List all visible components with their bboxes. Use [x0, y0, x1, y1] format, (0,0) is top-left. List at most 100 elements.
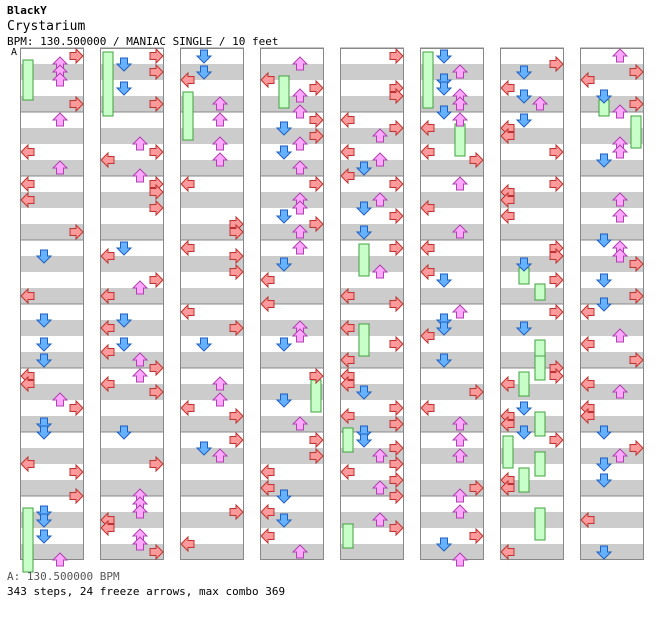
beat-stripe	[180, 544, 244, 560]
step-arrow-right	[389, 175, 404, 193]
beat-stripe	[100, 544, 164, 560]
step-arrow-right	[389, 239, 404, 257]
step-arrow-up	[371, 128, 389, 143]
step-arrow-left	[580, 407, 595, 425]
step-arrow-right	[229, 223, 244, 241]
beat-stripe	[20, 64, 84, 80]
beat-stripe	[20, 320, 84, 336]
beat-stripe	[420, 384, 484, 400]
step-arrow-right	[309, 127, 324, 145]
step-arrow-up	[291, 240, 309, 255]
step-arrow-left	[420, 327, 435, 345]
step-arrow-right	[149, 543, 164, 561]
step-arrow-up	[611, 48, 629, 63]
beat-stripe	[500, 192, 564, 208]
step-arrow-up	[291, 136, 309, 151]
beat-stripe	[420, 416, 484, 432]
beat-stripe	[20, 256, 84, 272]
step-arrow-down	[195, 441, 213, 456]
step-arrow-up	[371, 480, 389, 495]
beat-stripe	[340, 320, 404, 336]
beat-stripe	[580, 192, 644, 208]
step-arrow-right	[309, 79, 324, 97]
beat-stripe	[420, 544, 484, 560]
freeze-arrow	[22, 507, 34, 573]
step-arrow-down	[595, 457, 613, 472]
beat-stripe	[420, 224, 484, 240]
beat-stripe	[100, 160, 164, 176]
step-arrow-right	[629, 95, 644, 113]
step-arrow-up	[211, 112, 229, 127]
beat-stripe	[260, 128, 324, 144]
beat-stripe	[340, 160, 404, 176]
step-arrow-left	[20, 191, 35, 209]
step-arrow-left	[580, 511, 595, 529]
beat-stripe	[100, 416, 164, 432]
column-border	[20, 48, 84, 560]
beat-stripe	[20, 448, 84, 464]
step-arrow-down	[595, 473, 613, 488]
step-arrow-down	[275, 513, 293, 528]
step-arrow-left	[100, 287, 115, 305]
beat-stripe	[340, 448, 404, 464]
step-arrow-up	[51, 392, 69, 407]
step-arrow-left	[180, 535, 195, 553]
step-arrow-left	[500, 79, 515, 97]
step-arrow-right	[629, 287, 644, 305]
step-arrow-down	[515, 321, 533, 336]
step-arrow-down	[35, 353, 53, 368]
beat-stripe	[100, 64, 164, 80]
beat-stripe	[420, 192, 484, 208]
step-arrow-down	[275, 257, 293, 272]
step-arrow-down	[435, 321, 453, 336]
freeze-arrow	[454, 123, 466, 157]
step-arrow-up	[291, 104, 309, 119]
beat-stripe	[260, 512, 324, 528]
step-arrow-up	[531, 96, 549, 111]
step-arrow-up	[611, 192, 629, 207]
beat-stripe	[260, 224, 324, 240]
beat-stripe	[20, 416, 84, 432]
song-artist: BlackY	[7, 4, 47, 17]
freeze-arrow	[278, 75, 290, 109]
step-arrow-left	[500, 543, 515, 561]
freeze-arrow	[358, 243, 370, 277]
beat-stripe	[340, 224, 404, 240]
step-arrow-left	[260, 503, 275, 521]
step-arrow-down	[515, 425, 533, 440]
step-arrow-right	[229, 503, 244, 521]
beat-stripe	[180, 96, 244, 112]
step-arrow-left	[100, 151, 115, 169]
step-arrow-left	[340, 287, 355, 305]
step-arrow-right	[149, 95, 164, 113]
step-arrow-left	[500, 191, 515, 209]
beat-stripe	[100, 512, 164, 528]
beat-stripe	[500, 480, 564, 496]
beat-stripe	[580, 544, 644, 560]
step-arrow-up	[451, 504, 469, 519]
step-arrow-right	[549, 303, 564, 321]
step-arrow-right	[469, 151, 484, 169]
step-arrow-right	[389, 295, 404, 313]
beat-stripe	[20, 480, 84, 496]
beat-stripe	[500, 224, 564, 240]
beat-stripe	[580, 320, 644, 336]
step-arrow-left	[180, 239, 195, 257]
step-arrow-right	[389, 439, 404, 457]
step-arrow-down	[115, 81, 133, 96]
step-arrow-down	[35, 313, 53, 328]
beat-stripe	[580, 96, 644, 112]
step-arrow-right	[389, 335, 404, 353]
step-arrow-down	[355, 161, 373, 176]
beat-stripe	[580, 448, 644, 464]
step-arrow-down	[115, 241, 133, 256]
freeze-arrow	[534, 283, 546, 301]
step-arrow-down	[595, 89, 613, 104]
beat-stripe	[500, 128, 564, 144]
step-arrow-right	[389, 87, 404, 105]
step-arrow-left	[180, 175, 195, 193]
beat-stripe	[180, 192, 244, 208]
beat-stripe	[20, 288, 84, 304]
step-arrow-right	[389, 119, 404, 137]
step-arrow-up	[291, 224, 309, 239]
